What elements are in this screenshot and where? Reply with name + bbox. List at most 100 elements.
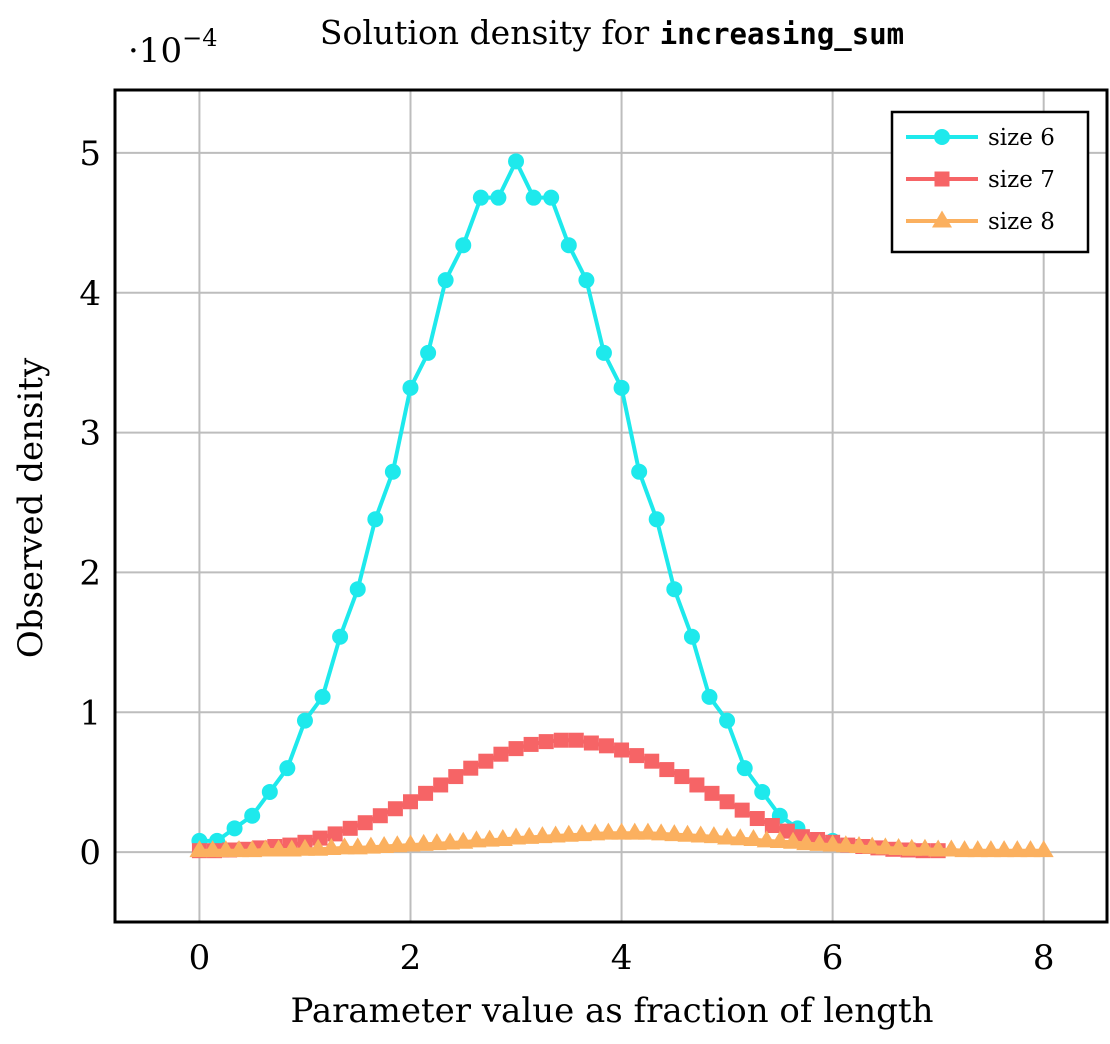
x-tick-label: 2 [400, 938, 422, 978]
y-tick-label: 2 [79, 553, 101, 593]
series-point [779, 823, 795, 839]
series-point [226, 820, 243, 837]
series-point [822, 834, 843, 852]
series-point [980, 840, 1001, 858]
series-point [637, 822, 658, 840]
x-tick-labels: 0 2 4 6 8 [189, 938, 1055, 978]
series-point [730, 828, 751, 846]
series-point [690, 825, 711, 843]
series-point [360, 836, 381, 854]
series-point [835, 835, 856, 853]
chart-title-code: increasing_sum [660, 17, 904, 51]
series-point [321, 838, 342, 856]
series-point [704, 785, 720, 801]
series-layer [189, 153, 1054, 859]
x-tick-label: 8 [1033, 938, 1055, 978]
series-point [598, 738, 614, 754]
chart-title-prefix: Solution density for [320, 13, 660, 52]
series-point [1007, 840, 1028, 858]
x-tick-label: 0 [189, 938, 211, 978]
series-point [387, 801, 403, 817]
y-tick-label: 0 [79, 833, 101, 873]
series-point [611, 822, 632, 840]
series-2 [191, 732, 946, 859]
series-point [523, 736, 539, 752]
series-point [754, 783, 771, 800]
series-point [244, 807, 261, 824]
series-point [553, 732, 569, 748]
series-point [490, 189, 507, 206]
series-point [347, 837, 368, 855]
series-3 [189, 822, 1054, 858]
legend-label: size 6 [988, 125, 1055, 151]
series-point [875, 837, 896, 855]
series-point [538, 734, 554, 750]
series-point [736, 760, 753, 777]
series-point [545, 825, 566, 843]
series-point [954, 840, 975, 858]
series-point [426, 833, 447, 851]
series-point [466, 830, 487, 848]
series-point [493, 746, 509, 762]
series-point [440, 832, 461, 850]
y-multiplier: ·10−4 [128, 24, 217, 71]
series-point [749, 811, 765, 827]
legend-label: size 8 [988, 209, 1055, 235]
series-point [242, 840, 263, 858]
series-point [215, 840, 236, 858]
series-point [568, 732, 584, 748]
series-point [413, 833, 434, 851]
series-point [914, 838, 935, 856]
series-point [1033, 840, 1054, 858]
series-point [374, 835, 395, 853]
y-tick-labels: 0 1 2 3 4 5 [79, 134, 101, 873]
series-point [296, 712, 313, 729]
series-point [294, 838, 315, 856]
y-multiplier-base: ·10 [128, 31, 182, 71]
series-point [674, 769, 690, 785]
series-point [624, 822, 645, 840]
series-point [659, 762, 675, 778]
series-point [255, 839, 276, 857]
series-point [578, 272, 595, 289]
series-point [967, 840, 988, 858]
series-point [525, 189, 542, 206]
y-axis-title: Observed density [11, 357, 51, 658]
series-point [941, 839, 962, 857]
series-point [734, 802, 750, 818]
series-point [783, 831, 804, 849]
series-point [327, 826, 343, 842]
series-point [508, 153, 525, 170]
series-point [631, 463, 648, 480]
series-point [994, 840, 1015, 858]
series-point [585, 823, 606, 841]
series-point [400, 834, 421, 852]
series-point [764, 818, 780, 834]
series-point [314, 688, 331, 705]
series-point [719, 794, 735, 810]
series-point [312, 830, 328, 846]
series-point [583, 735, 599, 751]
series-point [418, 785, 434, 801]
legend-marker [934, 171, 950, 187]
series-point [796, 833, 817, 851]
series-point [384, 463, 401, 480]
legend: size 6 size 7 size 8 [890, 110, 1090, 254]
series-point [357, 815, 373, 831]
series-point [472, 189, 489, 206]
series-point [769, 831, 790, 849]
series-point [463, 760, 479, 776]
series-point [387, 835, 408, 853]
series-point [372, 808, 388, 824]
series-point [560, 237, 577, 254]
series-point [644, 753, 660, 769]
series-point [478, 753, 494, 769]
series-point [229, 840, 249, 858]
series-point [420, 344, 437, 361]
series-point [1020, 840, 1041, 858]
x-tick-label: 4 [611, 938, 633, 978]
series-point [479, 829, 500, 847]
series-point [508, 741, 524, 757]
series-point [648, 511, 665, 528]
